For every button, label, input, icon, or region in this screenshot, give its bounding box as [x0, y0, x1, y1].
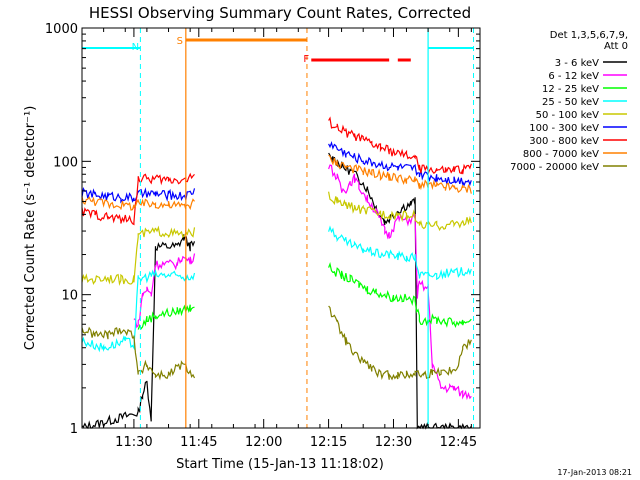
- y-tick-label: 100: [53, 155, 78, 170]
- y-tick-label: 10: [61, 289, 78, 304]
- x-axis-label: Start Time (15-Jan-13 11:18:02): [176, 457, 384, 472]
- series-line-0: [81, 152, 472, 430]
- flag-label-n: N: [132, 42, 139, 53]
- legend-entry-label: 800 - 7000 keV: [523, 149, 599, 160]
- plot-frame: [81, 27, 481, 429]
- axes-layer: 1 10 100 1000 11:30 11:45 12:00 12:15 12:30 12:45: [45, 22, 481, 450]
- series-line-8: [81, 305, 472, 381]
- chart-title: HESSI Observing Summary Count Rates, Cor…: [89, 4, 471, 22]
- series-line-4: [81, 191, 472, 286]
- legend-entry-label: 50 - 100 keV: [536, 110, 600, 121]
- y-tick-label: 1000: [45, 22, 78, 37]
- legend-layer: Det 1,3,5,6,7,9,Att 0 3 - 6 keV 6 - 12 keV…: [510, 30, 628, 173]
- x-tick-label: 12:00: [245, 435, 282, 450]
- x-tick-label: 12:45: [440, 435, 477, 450]
- y-tick-label: 1: [70, 422, 78, 437]
- legend-entry-label: 12 - 25 keV: [542, 84, 599, 95]
- series-layer: [81, 116, 472, 430]
- series-line-6: [81, 116, 472, 226]
- footer-date: 17-Jan-2013 08:21: [557, 468, 632, 477]
- flags-layer: N S F: [82, 28, 475, 428]
- x-tick-label: 12:30: [375, 435, 412, 450]
- legend-entry-label: 300 - 800 keV: [529, 136, 599, 147]
- legend-entry-label: 3 - 6 keV: [555, 58, 599, 69]
- legend-entry-label: 6 - 12 keV: [548, 71, 599, 82]
- series-line-5: [81, 140, 472, 204]
- x-tick-label: 12:15: [310, 435, 347, 450]
- series-line-3: [81, 225, 472, 353]
- flag-label-f: F: [303, 54, 309, 65]
- y-axis-label: Corrected Count Rate (s⁻¹ detector⁻¹): [23, 106, 38, 351]
- legend-header-line: Det 1,3,5,6,7,9,: [550, 30, 628, 41]
- x-tick-label: 11:45: [180, 435, 217, 450]
- legend-entry-label: 100 - 300 keV: [529, 123, 599, 134]
- legend-entry-label: 25 - 50 keV: [542, 97, 599, 108]
- x-tick-label: 11:30: [115, 435, 152, 450]
- legend-header-line: Att 0: [604, 41, 628, 52]
- flag-label-s: S: [177, 36, 183, 47]
- legend-entry-label: 7000 - 20000 keV: [510, 162, 599, 173]
- series-line-1: [133, 164, 472, 401]
- series-line-7: [81, 154, 472, 211]
